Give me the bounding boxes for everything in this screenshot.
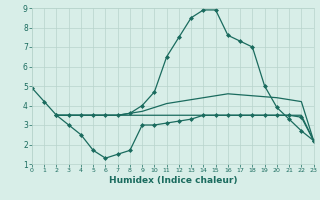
X-axis label: Humidex (Indice chaleur): Humidex (Indice chaleur) [108,176,237,185]
